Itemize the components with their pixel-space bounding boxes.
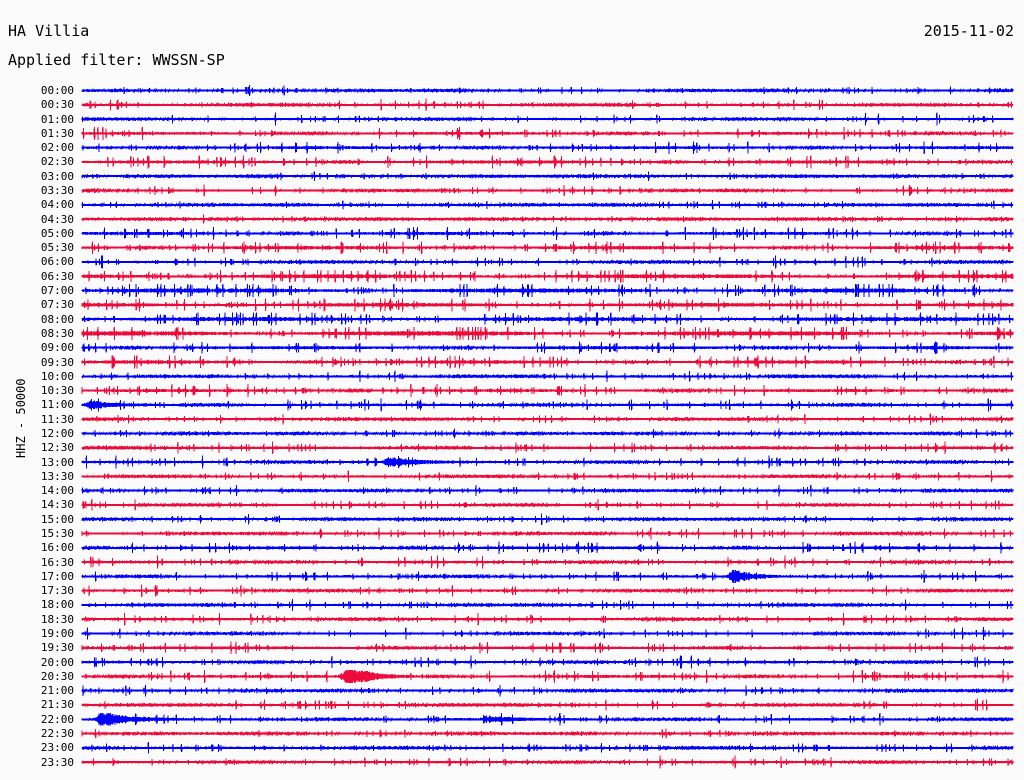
time-axis-label: 12:00 (40, 426, 74, 440)
time-axis-label: 17:30 (40, 584, 74, 598)
time-axis-label: 21:00 (40, 684, 74, 698)
time-axis-label: 14:30 (40, 498, 74, 512)
time-axis-label: 18:30 (40, 612, 74, 626)
time-axis-label: 05:00 (40, 226, 74, 240)
time-axis-label: 16:30 (40, 555, 74, 569)
time-axis-label: 06:30 (40, 269, 74, 283)
time-axis-label: 23:30 (40, 755, 74, 769)
time-axis-label: 22:30 (40, 727, 74, 741)
time-axis-label: 13:00 (40, 455, 74, 469)
time-axis-label: 10:30 (40, 384, 74, 398)
time-axis-label: 03:30 (40, 184, 74, 198)
time-axis-label: 21:30 (40, 698, 74, 712)
time-axis-label: 20:30 (40, 669, 74, 683)
time-axis-label: 09:30 (40, 355, 74, 369)
time-axis-label: 09:00 (40, 341, 74, 355)
time-axis-label: 20:00 (40, 655, 74, 669)
time-axis-label: 10:00 (40, 369, 74, 383)
applied-filter-label: Applied filter: WWSSN-SP (8, 51, 225, 69)
time-axis-label: 03:00 (40, 169, 74, 183)
time-axis-label: 02:30 (40, 155, 74, 169)
time-axis-label: 15:00 (40, 512, 74, 526)
time-axis-label: 15:30 (40, 526, 74, 540)
time-axis: 00:00 00:30 01:00 01:30 02:00 02:30 03:00 03:30… (0, 82, 80, 772)
time-axis-label: 04:00 (40, 198, 74, 212)
time-axis-label: 01:30 (40, 126, 74, 140)
time-axis-label: 01:00 (40, 112, 74, 126)
time-axis-label: 00:30 (40, 98, 74, 112)
time-axis-label: 11:00 (40, 398, 74, 412)
time-axis-label: 14:00 (40, 484, 74, 498)
time-axis-label: 17:00 (40, 569, 74, 583)
time-axis-label: 13:30 (40, 469, 74, 483)
time-axis-label: 18:00 (40, 598, 74, 612)
plot-date: 2015-11-02 (923, 22, 1014, 40)
time-axis-label: 19:30 (40, 641, 74, 655)
time-axis-label: 12:30 (40, 441, 74, 455)
time-axis-label: 07:30 (40, 298, 74, 312)
time-axis-label: 08:00 (40, 312, 74, 326)
time-axis-label: 04:30 (40, 212, 74, 226)
time-axis-label: 05:30 (40, 241, 74, 255)
time-axis-label: 06:00 (40, 255, 74, 269)
time-axis-label: 00:00 (40, 84, 74, 97)
time-axis-label: 02:00 (40, 141, 74, 155)
time-axis-label: 08:30 (40, 326, 74, 340)
time-axis-label: 11:30 (40, 412, 74, 426)
page-title: HA Villia (8, 22, 90, 40)
time-axis-label: 19:00 (40, 627, 74, 641)
time-axis-label: 07:00 (40, 284, 74, 298)
time-axis-label: 23:00 (40, 741, 74, 755)
time-axis-label: 16:00 (40, 541, 74, 555)
time-axis-label: 22:00 (40, 712, 74, 726)
